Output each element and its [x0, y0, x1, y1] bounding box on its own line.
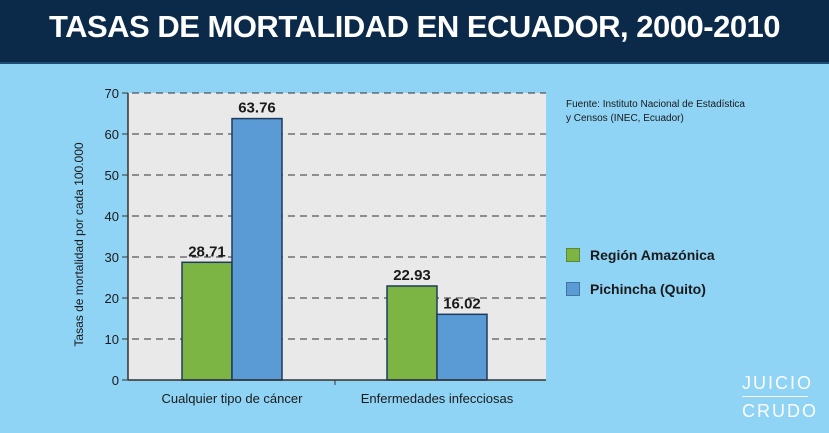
x-tick-label: Cualquier tipo de cáncer: [162, 391, 304, 406]
logo-divider: [742, 396, 808, 397]
page-title: TASAS DE MORTALIDAD EN ECUADOR, 2000-201…: [48, 9, 781, 44]
legend-item-pichincha: Pichincha (Quito): [566, 279, 706, 299]
legend-swatch-amazonica: [566, 248, 580, 262]
y-tick-label: 40: [105, 209, 119, 224]
y-tick-label: 30: [105, 250, 119, 265]
logo-text-top: JUICIO: [742, 373, 814, 393]
bar: [386, 285, 438, 381]
y-tick-label: 10: [105, 332, 119, 347]
data-label: 22.93: [393, 267, 431, 284]
y-axis-label: Tasas de mortalidad por cada 100.000: [72, 142, 86, 346]
legend-label-amazonica: Región Amazónica: [590, 247, 715, 263]
y-tick-label: 0: [112, 373, 119, 388]
source-note: Fuente: Instituto Nacional de Estadístic…: [566, 98, 806, 126]
source-note-line-2: y Censos (INEC, Ecuador): [566, 113, 684, 124]
legend-label-pichincha: Pichincha (Quito): [590, 281, 706, 297]
data-label: 63.76: [238, 100, 276, 117]
y-tick-label: 20: [105, 291, 119, 306]
bar: [436, 313, 488, 381]
legend-item-amazonica: Región Amazónica: [566, 245, 715, 265]
brand-logo: JUICIO CRUDO: [742, 373, 818, 421]
data-label: 28.71: [188, 243, 226, 260]
legend-swatch-pichincha: [566, 282, 580, 296]
data-label: 16.02: [443, 295, 481, 312]
logo-text-bottom: CRUDO: [742, 401, 818, 421]
bar: [181, 261, 233, 381]
source-note-line-1: Fuente: Instituto Nacional de Estadístic…: [566, 99, 745, 110]
bar: [231, 117, 283, 381]
y-tick-label: 50: [105, 168, 119, 183]
y-tick-label: 70: [105, 86, 119, 101]
y-tick-label: 60: [105, 127, 119, 142]
header-bar: TASAS DE MORTALIDAD EN ECUADOR, 2000-201…: [0, 0, 829, 64]
x-tick-label: Enfermedades infecciosas: [361, 391, 514, 406]
